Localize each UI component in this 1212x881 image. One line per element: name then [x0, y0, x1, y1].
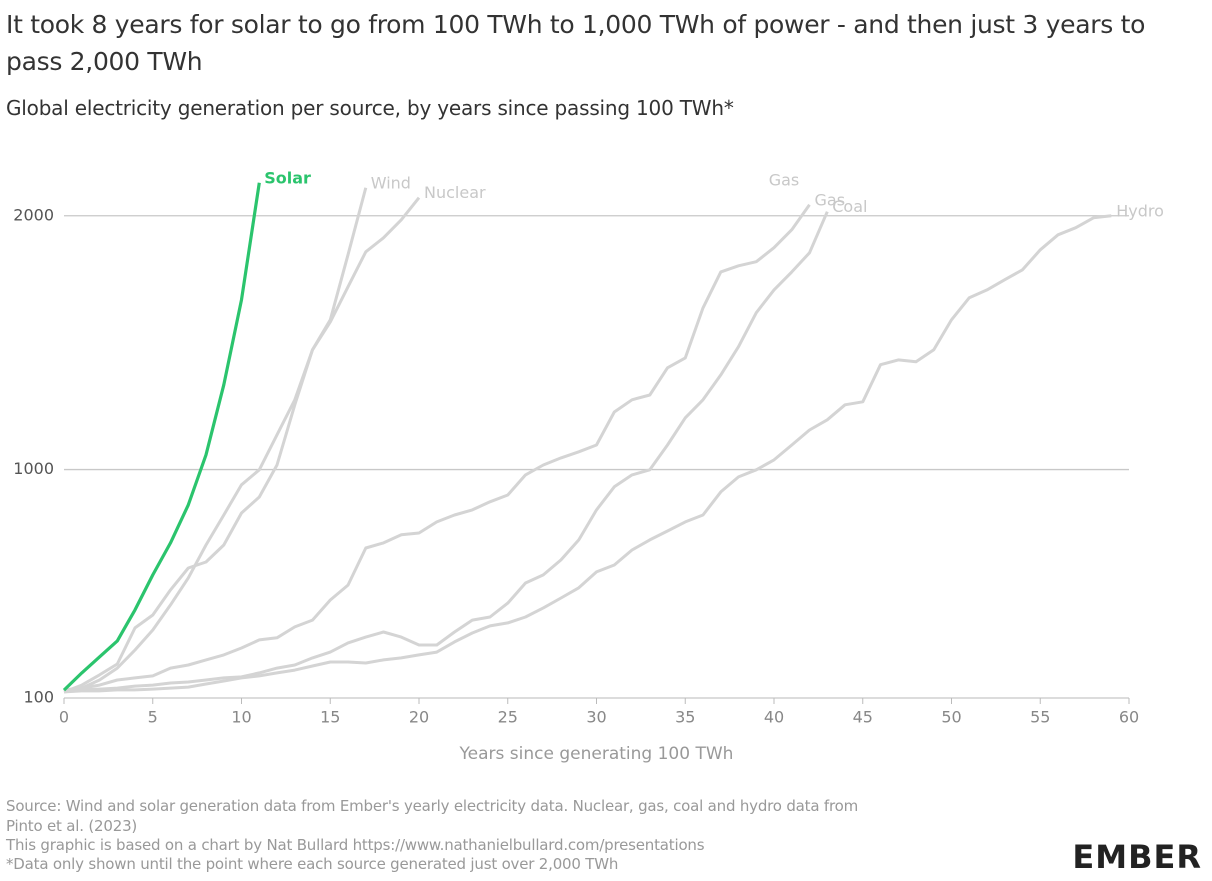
x-tick-label: 20 — [409, 708, 429, 727]
x-tick-label: 60 — [1119, 708, 1139, 727]
chart-title: It took 8 years for solar to go from 100… — [6, 10, 1146, 76]
chart: Gas 100 1000 2000 0 5 10 15 20 25 30 35 40 45 50 55 60 Y… — [13, 168, 1164, 764]
chart-subtitle: Global electricity generation per source… — [6, 96, 734, 120]
x-tick-label: 40 — [764, 708, 784, 727]
series-line — [63, 187, 368, 694]
x-tick-label: 30 — [586, 708, 606, 727]
series-label: Coal — [832, 197, 867, 216]
series-line — [63, 214, 1112, 694]
source-line: This graphic is based on a chart by Nat … — [6, 836, 705, 854]
x-tick-label: 55 — [1030, 708, 1050, 727]
series-label: Solar — [264, 168, 311, 187]
series-line — [63, 196, 421, 694]
series-label: Hydro — [1116, 201, 1164, 220]
y-tick-label: 100 — [23, 688, 54, 707]
y-tick-label: 2000 — [13, 205, 54, 224]
source-line: Pinto et al. (2023) — [6, 817, 138, 835]
x-tick-label: 35 — [675, 708, 695, 727]
source-line: Source: Wind and solar generation data f… — [6, 797, 859, 815]
series-label: Wind — [371, 173, 411, 192]
x-tick-label: 10 — [231, 708, 251, 727]
x-tick-label: 5 — [148, 708, 158, 727]
series-label: Gas — [815, 190, 846, 209]
x-tick-label: 0 — [59, 708, 69, 727]
series-label: Nuclear — [424, 183, 486, 202]
x-axis-label: Years since generating 100 TWh — [459, 744, 734, 764]
series-line — [62, 182, 261, 692]
y-tick-label: 1000 — [13, 459, 54, 478]
logo: EMBER — [1072, 838, 1202, 876]
x-tick-label: 25 — [498, 708, 518, 727]
x-tick-label: 15 — [320, 708, 340, 727]
series-line — [63, 203, 811, 692]
x-tick-label: 50 — [941, 708, 961, 727]
annotation: Gas — [769, 171, 800, 190]
source-line: *Data only shown until the point where e… — [6, 855, 619, 873]
x-tick-label: 45 — [853, 708, 873, 727]
series-line — [63, 211, 829, 694]
